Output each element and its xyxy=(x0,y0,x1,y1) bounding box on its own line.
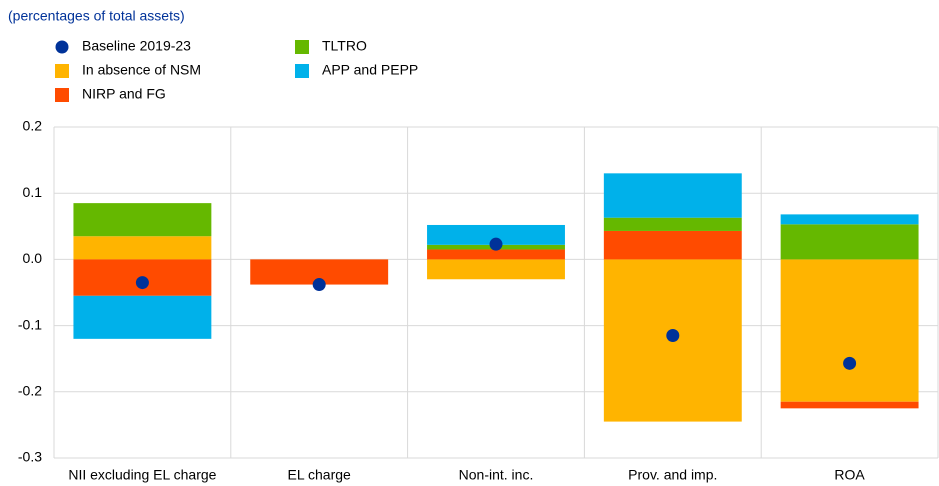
x-tick-label: ROA xyxy=(834,467,865,483)
bar-segment xyxy=(603,217,742,231)
bar-segment xyxy=(73,203,212,237)
x-tick-label: EL charge xyxy=(288,467,352,483)
bar-segment xyxy=(73,295,212,339)
baseline-dot xyxy=(666,329,680,343)
y-tick-label: 0.1 xyxy=(23,184,43,200)
y-tick-label: 0.2 xyxy=(23,118,43,134)
bar-segment xyxy=(780,224,919,260)
bar-segment xyxy=(427,224,565,245)
legend-marker xyxy=(55,40,69,54)
baseline-dot xyxy=(843,356,857,370)
bar-segment xyxy=(427,259,565,280)
baseline-dot xyxy=(489,237,503,251)
legend-marker xyxy=(55,88,69,102)
bar-segment xyxy=(603,173,742,218)
legend-marker xyxy=(295,64,309,78)
y-tick-label: -0.1 xyxy=(18,316,42,332)
y-tick-label: 0.0 xyxy=(23,250,43,266)
legend-marker xyxy=(55,64,69,78)
y-tick-label: -0.2 xyxy=(18,383,42,399)
legend-marker xyxy=(295,40,309,54)
bar-segment xyxy=(780,259,919,402)
bar-segment xyxy=(780,401,919,409)
x-tick-label: NII excluding EL charge xyxy=(68,467,216,483)
bar-segment xyxy=(780,214,919,225)
legend-label: NIRP and FG xyxy=(82,86,166,102)
legend-label: In absence of NSM xyxy=(82,62,201,78)
bar-segment xyxy=(73,236,212,260)
bar-segment xyxy=(603,230,742,260)
legend-label: APP and PEPP xyxy=(322,62,418,78)
x-tick-label: Non-int. inc. xyxy=(459,467,534,483)
x-tick-label: Prov. and imp. xyxy=(628,467,717,483)
y-tick-label: -0.3 xyxy=(18,449,42,465)
chart-subtitle: (percentages of total assets) xyxy=(8,8,185,24)
bar-segment xyxy=(427,249,565,260)
legend-label: TLTRO xyxy=(322,38,367,54)
baseline-dot xyxy=(312,278,326,292)
baseline-dot xyxy=(135,276,149,290)
legend-label: Baseline 2019-23 xyxy=(82,38,191,54)
